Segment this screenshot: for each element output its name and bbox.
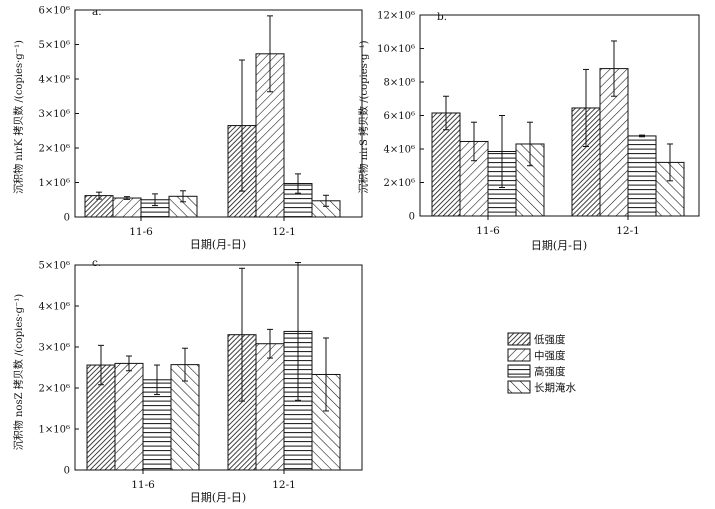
panel-c-plot: 0 1×10⁶ 2×10⁶ 3×10⁶ 4×10⁶ 5×10⁶ 11-6 12-1 (39, 261, 363, 491)
panel-b-ytick-label: 0 (409, 212, 415, 223)
panel-c-ytick-label: 3×10⁶ (39, 343, 70, 354)
panel-b-bar-高强度-12-1 (627, 135, 657, 217)
panel-a-ytick-label: 1×10⁶ (39, 178, 70, 189)
panel-b-plot: 0 2×10⁶ 4×10⁶ 6×10⁶ 8×10⁶ 10×10⁶ 12×10⁶ 11-6 12-… (377, 11, 700, 237)
panel-a-category-label: 11-6 (129, 226, 153, 238)
legend-label: 低强度 (534, 333, 566, 346)
panel-b-ytick-label: 10×10⁶ (377, 44, 415, 55)
legend-label: 高强度 (534, 365, 566, 378)
panel-a-ytick-label: 3×10⁶ (39, 109, 70, 120)
panel-a-ytick-label: 4×10⁶ (39, 75, 70, 86)
panel-c-ylabel: 沉积物 nosZ 拷贝数 /(copies·g⁻¹) (12, 294, 25, 450)
panel-a-plot: 0 1×10⁶ 2×10⁶ 3×10⁶ 4×10⁶ 5×10⁶ 6×10⁶ 11-6 12-1 (39, 6, 363, 238)
panel-b-category-label: 11-6 (476, 225, 500, 237)
panel-c-label: c. (92, 257, 101, 269)
panel-a-ytick-label: 5×10⁶ (39, 40, 70, 51)
panel-c: c. 日期(月-日) 沉积物 nosZ 拷贝数 /(copies·g⁻¹) 0 1… (12, 257, 363, 504)
panel-b-ytick-label: 12×10⁶ (377, 11, 415, 22)
panel-c-bar-中强度-11-6 (114, 362, 144, 471)
panel-a-ytick-label: 0 (64, 213, 70, 224)
legend-label: 长期淹水 (534, 381, 576, 394)
panel-b-ytick-label: 4×10⁶ (384, 145, 415, 156)
panel-a-ytick-label: 2×10⁶ (39, 144, 70, 155)
panel-b-category-label: 12-1 (616, 225, 640, 237)
panel-a-bar-中强度-11-6 (112, 197, 142, 218)
panel-b-ytick-label: 2×10⁶ (384, 178, 415, 189)
panel-c-xlabel: 日期(月-日) (190, 491, 246, 504)
panel-b: b. 日期(月-日) 沉积物 nirS 拷贝数 /(copies·g⁻¹) 0 2… (357, 11, 700, 252)
panel-b-ylabel: 沉积物 nirS 拷贝数 /(copies·g⁻¹) (357, 40, 370, 193)
panel-b-label: b. (437, 11, 447, 23)
legend-label: 中强度 (534, 349, 566, 362)
legend-swatch-长期淹水 (507, 380, 531, 394)
legend-swatch-中强度 (507, 348, 531, 362)
panel-a-ylabel: 沉积物 nirK 拷贝数 /(copies·g⁻¹) (12, 40, 25, 194)
panel-b-ytick-label: 8×10⁶ (384, 78, 415, 89)
panel-a-category-label: 12-1 (272, 226, 296, 238)
panel-c-ytick-label: 0 (64, 466, 70, 477)
panel-a-ytick-label: 6×10⁶ (39, 6, 70, 17)
panel-c-bar-长期淹水-11-6 (170, 364, 200, 471)
panel-c-bar-中强度-12-1 (255, 343, 285, 471)
panel-c-ytick-label: 1×10⁶ (39, 425, 70, 436)
panel-c-category-label: 11-6 (131, 479, 155, 491)
panel-c-category-label: 12-1 (272, 479, 296, 491)
panel-c-ytick-label: 5×10⁶ (39, 261, 70, 272)
legend-swatch-高强度 (507, 364, 531, 378)
panel-c-ytick-label: 4×10⁶ (39, 302, 70, 313)
panel-a: a. 日期(月-日) 沉积物 nirK 拷贝数 /(copies·g⁻¹) 0 1… (12, 6, 363, 251)
panel-c-axes-frame (74, 264, 363, 471)
panel-b-ytick-label: 6×10⁶ (384, 111, 415, 122)
panel-b-axes-frame (419, 14, 700, 217)
panel-a-xlabel: 日期(月-日) (190, 238, 246, 251)
legend-swatch-低强度 (507, 332, 531, 346)
panel-a-label: a. (92, 6, 102, 18)
panel-a-axes-frame (74, 9, 363, 218)
panel-b-xlabel: 日期(月-日) (531, 239, 587, 252)
panel-c-ytick-label: 2×10⁶ (39, 384, 70, 395)
